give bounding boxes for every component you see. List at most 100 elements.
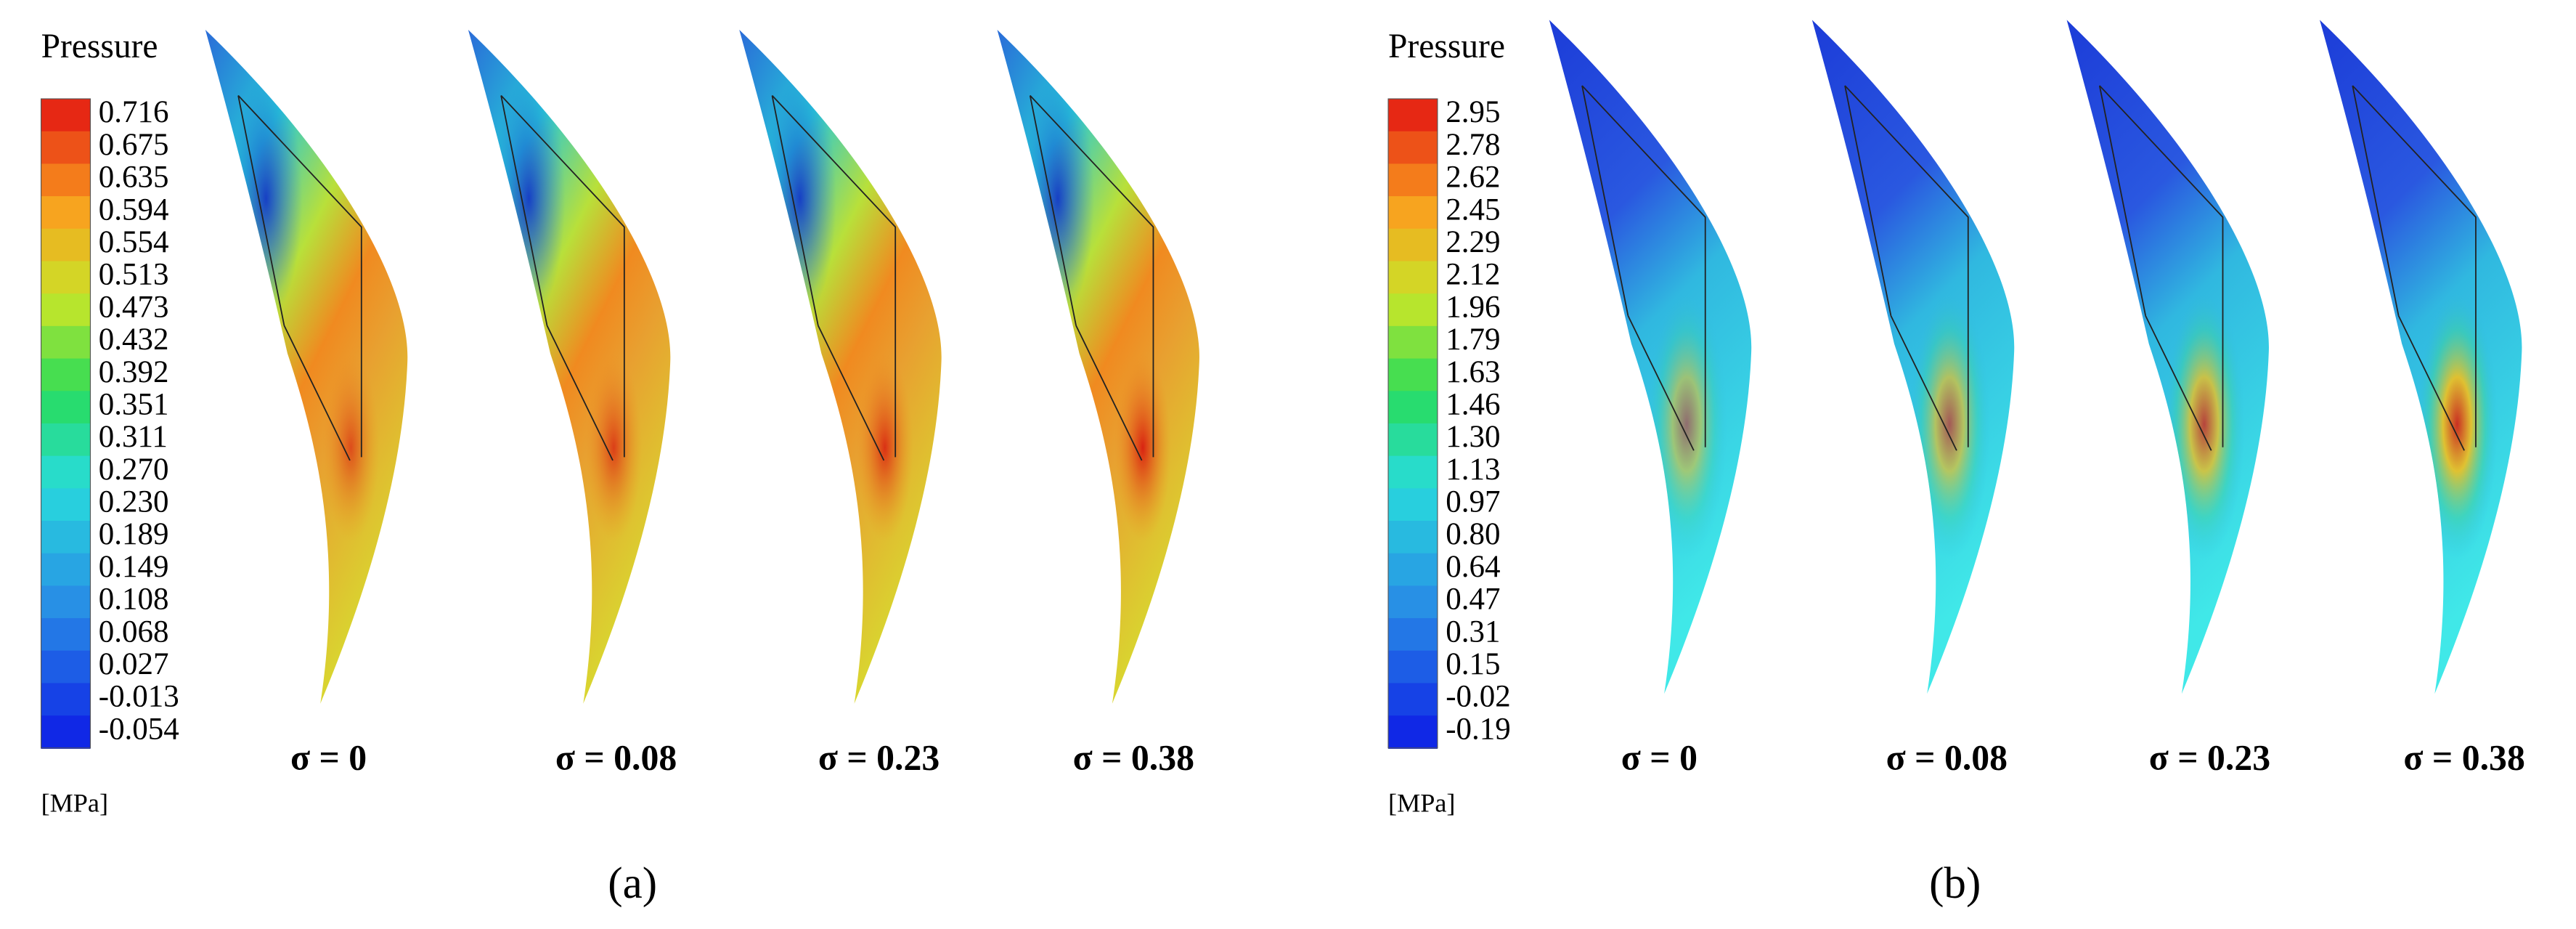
legend-title: Pressure — [41, 28, 158, 65]
colorbar-segment — [41, 423, 91, 457]
blade — [2320, 20, 2522, 694]
blade-lines — [237, 94, 362, 461]
legend-label: 0.513 — [99, 258, 169, 292]
colorbar-segment — [1388, 553, 1438, 587]
blade — [1811, 20, 2015, 694]
colorbar-segment — [1388, 683, 1438, 717]
colorbar-segment — [41, 196, 91, 230]
colorbar-segment — [1388, 391, 1438, 425]
blade-lines — [2098, 85, 2224, 451]
blade-hotspot — [1549, 20, 1752, 694]
colorbar-segment — [41, 163, 91, 198]
blade-lines — [1581, 85, 1706, 451]
colorbar-segment — [1388, 650, 1438, 684]
legend-label: 1.30 — [1446, 420, 1500, 454]
legend-label: 0.31 — [1446, 614, 1500, 649]
blade — [1549, 20, 1752, 694]
colorbar-segment — [41, 553, 91, 587]
colorbar-segment — [41, 261, 91, 295]
colorbar-segment — [1388, 131, 1438, 165]
colorbar-segment — [1388, 520, 1438, 554]
legend-label: 0.351 — [99, 387, 169, 421]
blade-hotspot — [2066, 20, 2269, 694]
blade-lines — [500, 94, 625, 461]
colorbar-frame — [1387, 98, 1438, 749]
legend-label: 0.230 — [99, 485, 169, 519]
colorbar-segment — [41, 618, 91, 652]
legend-label: 2.78 — [1446, 128, 1500, 162]
blade — [205, 30, 408, 704]
colorbar-segment — [41, 325, 91, 360]
legend-label: 2.12 — [1446, 258, 1500, 292]
sigma-label: σ = 0.38 — [2403, 737, 2524, 777]
legend-label: 0.64 — [1446, 550, 1500, 584]
blade-hotspot — [2320, 20, 2522, 694]
colorbar-segment — [1388, 488, 1438, 522]
blade-lowzone — [205, 30, 408, 704]
unit-label: [MPa] — [1388, 788, 1455, 817]
colorbar-segment — [1388, 455, 1438, 490]
colorbar-segment — [41, 650, 91, 684]
colorbar-segment — [41, 488, 91, 522]
legend-label: 2.45 — [1446, 192, 1500, 227]
legend-label: 1.79 — [1446, 322, 1500, 357]
legend-label: 1.46 — [1446, 387, 1500, 421]
colorbar-segment — [41, 683, 91, 717]
legend-label: 0.675 — [99, 128, 169, 162]
legend-label: -0.013 — [99, 680, 179, 714]
colorbar-segment — [41, 585, 91, 620]
colorbar-segment — [1388, 423, 1438, 457]
legend-label: 0.270 — [99, 453, 169, 487]
legend-label: 0.108 — [99, 583, 169, 617]
unit-label: [MPa] — [41, 788, 108, 817]
colorbar-segment — [41, 391, 91, 425]
colorbar-segment — [1388, 585, 1438, 620]
legend-label: 0.432 — [99, 322, 169, 357]
colorbar-frame — [41, 98, 91, 749]
legend-label: 1.96 — [1446, 290, 1500, 324]
panel-caption: (a) — [608, 859, 657, 908]
legend-label: 0.027 — [99, 647, 169, 681]
blade-lines — [2352, 85, 2477, 451]
sigma-label: σ = 0.08 — [1886, 737, 2008, 777]
legend-label: 0.392 — [99, 355, 169, 389]
legend-label: 0.473 — [99, 290, 169, 324]
sigma-label: σ = 0.38 — [1073, 737, 1194, 777]
legend-label: 0.80 — [1446, 517, 1500, 551]
legend-label: 0.554 — [99, 225, 169, 259]
legend-title: Pressure — [1388, 28, 1505, 65]
sigma-label: σ = 0.23 — [818, 737, 939, 777]
legend-label: 1.13 — [1446, 453, 1500, 487]
blade — [997, 30, 1199, 704]
legend-label: 2.29 — [1446, 225, 1500, 259]
legend-label: 0.635 — [99, 161, 169, 195]
colorbar-segment — [1388, 358, 1438, 392]
colorbar-segment — [41, 520, 91, 554]
colorbar-segment — [41, 293, 91, 327]
colorbar-segment — [1388, 261, 1438, 295]
colorbar-segment — [1388, 196, 1438, 230]
colorbar-segment — [41, 715, 91, 749]
colorbar-segment — [41, 228, 91, 262]
colorbar-segment — [1388, 228, 1438, 262]
colorbar-segment — [41, 358, 91, 392]
blade — [739, 30, 942, 704]
blade-lowzone — [468, 30, 671, 704]
blade-lowzone — [997, 30, 1199, 704]
blade — [468, 30, 671, 704]
legend-label: 2.95 — [1446, 95, 1500, 129]
legend-label: 2.62 — [1446, 161, 1500, 195]
sigma-label: σ = 0.08 — [555, 737, 677, 777]
legend-label: 0.311 — [99, 420, 168, 454]
legend-label: 0.97 — [1446, 485, 1500, 519]
colorbar-segment — [1388, 163, 1438, 198]
colorbar-segment — [1388, 99, 1438, 132]
sigma-label: σ = 0 — [1621, 737, 1697, 777]
blade-lines — [771, 94, 897, 461]
legend-label: 0.594 — [99, 192, 169, 227]
legend-label: -0.054 — [99, 712, 179, 746]
legend-label: 0.716 — [99, 95, 169, 129]
blade — [2066, 20, 2269, 694]
